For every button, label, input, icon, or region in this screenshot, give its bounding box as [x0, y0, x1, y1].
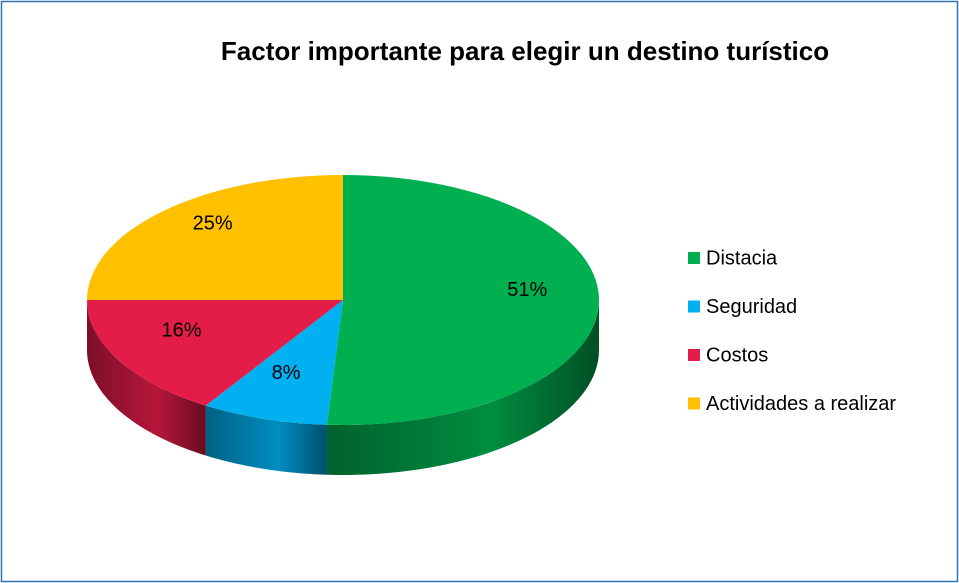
data-label: 16%: [161, 320, 201, 342]
pie-slice: [87, 175, 343, 300]
legend-label: Distacia: [706, 247, 778, 269]
legend-label: Seguridad: [706, 296, 797, 318]
legend-swatch: [688, 397, 700, 410]
chart-title: Factor importante para elegir un destino…: [221, 36, 829, 66]
slice-side: [87, 300, 206, 456]
pie-labels: 51% 8% 16% 25%: [161, 213, 547, 384]
data-label: 25%: [193, 213, 233, 235]
legend-swatch: [688, 252, 700, 264]
slice-side: [205, 405, 327, 475]
pie-slice: [87, 300, 343, 406]
data-label: 51%: [507, 279, 547, 301]
data-label: 8%: [272, 362, 301, 384]
pie-walls: [87, 300, 599, 475]
legend: Distacia Seguridad Costos Actividades a rea…: [688, 247, 896, 415]
legend-swatch: [688, 349, 700, 361]
pie-tops: [87, 175, 600, 426]
legend-swatch: [688, 300, 700, 313]
legend-label: Actividades a realizar: [706, 393, 896, 415]
pie-slice: [326, 175, 600, 426]
pie-slice: [205, 300, 343, 425]
legend-label: Costos: [706, 344, 768, 366]
slice-side: [326, 300, 599, 475]
